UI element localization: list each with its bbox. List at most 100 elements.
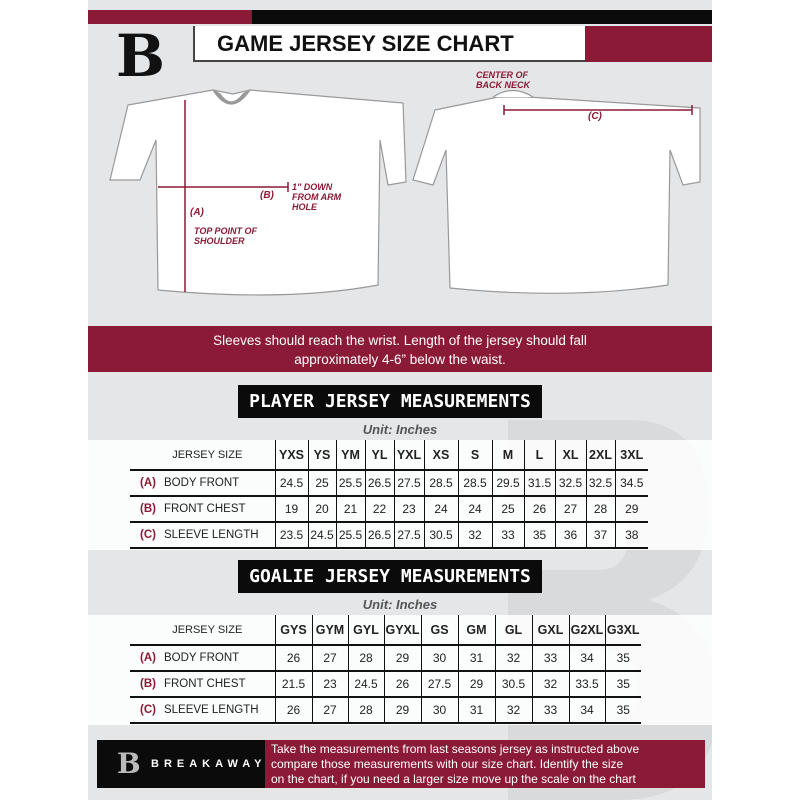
measure-name: SLEEVE LENGTH: [163, 704, 259, 716]
footer-line-3: on the chart, if you need a larger size …: [271, 772, 636, 786]
size-header: GYM: [311, 615, 348, 646]
size-header: YS: [307, 440, 336, 471]
measure-value: 26: [274, 697, 312, 724]
measure-value: 31: [457, 645, 495, 672]
measure-value: 24: [457, 496, 492, 523]
measure-label: (C) SLEEVE LENGTH: [130, 522, 275, 549]
measure-value: 34.5: [614, 470, 648, 497]
measure-name: BODY FRONT: [163, 652, 240, 664]
goalie-heading: GOALIE JERSEY MEASUREMENTS: [238, 560, 542, 593]
measure-value: 29: [614, 496, 648, 523]
measure-value: 22: [364, 496, 394, 523]
measure-value: 25: [491, 496, 524, 523]
measure-value: 30.5: [423, 522, 458, 549]
measure-value: 32.5: [585, 470, 615, 497]
label-c: (C): [588, 111, 602, 122]
measure-value: 32: [457, 522, 492, 549]
table-row: (C) SLEEVE LENGTH 26 27 28 29 30 31 32 33 34 35: [130, 697, 641, 724]
measure-code: (A): [140, 652, 156, 664]
measure-name: FRONT CHEST: [163, 503, 246, 515]
measure-label: (B) FRONT CHEST: [130, 671, 275, 698]
measure-value: 35: [523, 522, 555, 549]
measure-value: 35: [604, 671, 641, 698]
table-row: (C) SLEEVE LENGTH 23.5 24.5 25.5 26.5 27.5 30.5…: [130, 522, 648, 549]
measure-value: 24.5: [307, 522, 336, 549]
top-stripe-maroon: [88, 10, 252, 24]
measure-value: 27.5: [420, 671, 458, 698]
measure-value: 30: [420, 645, 458, 672]
measure-value: 24.5: [347, 671, 384, 698]
measure-value: 34: [568, 697, 605, 724]
measure-code: (B): [140, 678, 156, 690]
player-heading: PLAYER JERSEY MEASUREMENTS: [238, 385, 542, 418]
measure-value: 33: [531, 645, 569, 672]
front-collar: [212, 89, 251, 105]
label-c-desc: CENTER OF BACK NECK: [476, 70, 530, 90]
goalie-unit: Unit: Inches: [362, 597, 438, 612]
measure-value: 35: [604, 697, 641, 724]
measure-value: 37: [585, 522, 615, 549]
label-b-desc: 1" DOWN FROM ARM HOLE: [292, 182, 342, 212]
goalie-table-area: JERSEY SIZE GYS GYM GYL GYXL GS GM GL GXL G2XL G3X…: [88, 615, 712, 725]
measure-value: 21.5: [274, 671, 312, 698]
measure-label: (A) BODY FRONT: [130, 645, 275, 672]
measure-value: 28.5: [423, 470, 458, 497]
table-header-row: JERSEY SIZE GYS GYM GYL GYXL GS GM GL GXL G2XL G3X…: [130, 615, 641, 646]
size-header: S: [457, 440, 492, 471]
table-row: (A) BODY FRONT 24.5 25 25.5 26.5 27.5 28.5 28.5 2…: [130, 470, 648, 497]
measure-value: 27.5: [393, 522, 424, 549]
footer-line-1: Take the measurements from last seasons …: [271, 742, 640, 756]
measure-value: 19: [274, 496, 308, 523]
footer: B BREAKAWAY Take the measurements from l…: [97, 740, 705, 788]
size-header: GYS: [274, 615, 312, 646]
measure-value: 33: [491, 522, 524, 549]
size-header: YM: [335, 440, 365, 471]
size-header: XS: [423, 440, 458, 471]
footer-line-2: compare those measurements with our size…: [271, 757, 624, 771]
size-header: XL: [554, 440, 586, 471]
size-header: G2XL: [568, 615, 605, 646]
size-header: 3XL: [614, 440, 648, 471]
label-b: (B): [260, 190, 274, 201]
footer-brand: B BREAKAWAY: [97, 740, 265, 788]
top-stripe-black: [252, 10, 712, 24]
measure-label: (C) SLEEVE LENGTH: [130, 697, 275, 724]
measure-value: 33.5: [568, 671, 605, 698]
table-row: (B) FRONT CHEST 21.5 23 24.5 26 27.5 29 30.5 32 33…: [130, 671, 641, 698]
measure-value: 21: [335, 496, 365, 523]
size-header: L: [523, 440, 555, 471]
measure-value: 29.5: [491, 470, 524, 497]
measure-value: 25: [307, 470, 336, 497]
title-accent: [585, 26, 712, 62]
measure-value: 28: [347, 697, 384, 724]
measure-value: 24.5: [274, 470, 308, 497]
size-header: M: [491, 440, 524, 471]
brand-name: BREAKAWAY: [151, 758, 267, 770]
back-collar: [492, 89, 534, 98]
measure-value: 32: [494, 645, 532, 672]
measure-value: 32: [494, 697, 532, 724]
table-row: (B) FRONT CHEST 19 20 21 22 23 24 24 25 26 27 28 29: [130, 496, 648, 523]
measure-value: 26.5: [364, 470, 394, 497]
goalie-size-table: JERSEY SIZE GYS GYM GYL GYXL GS GM GL GXL G2XL G3X…: [130, 615, 641, 724]
measure-code: (C): [140, 529, 156, 541]
measure-value: 36: [554, 522, 586, 549]
size-header: GXL: [531, 615, 569, 646]
measure-value: 20: [307, 496, 336, 523]
measure-value: 24: [423, 496, 458, 523]
measure-value: 29: [457, 671, 495, 698]
player-unit: Unit: Inches: [362, 422, 438, 437]
measure-value: 23: [393, 496, 424, 523]
table-header-row: JERSEY SIZE YXS YS YM YL YXL XS S M L XL 2XL 3XL: [130, 440, 648, 471]
size-header: 2XL: [585, 440, 615, 471]
banner-line-2: approximately 4-6” below the waist.: [294, 352, 506, 367]
measure-value: 34: [568, 645, 605, 672]
measure-code: (C): [140, 704, 156, 716]
measure-value: 32.5: [554, 470, 586, 497]
measure-value: 26: [383, 671, 421, 698]
label-a: (A): [190, 207, 204, 218]
size-label: JERSEY SIZE: [130, 440, 275, 471]
measure-value: 28: [347, 645, 384, 672]
measure-value: 27: [311, 697, 348, 724]
measure-value: 28.5: [457, 470, 492, 497]
